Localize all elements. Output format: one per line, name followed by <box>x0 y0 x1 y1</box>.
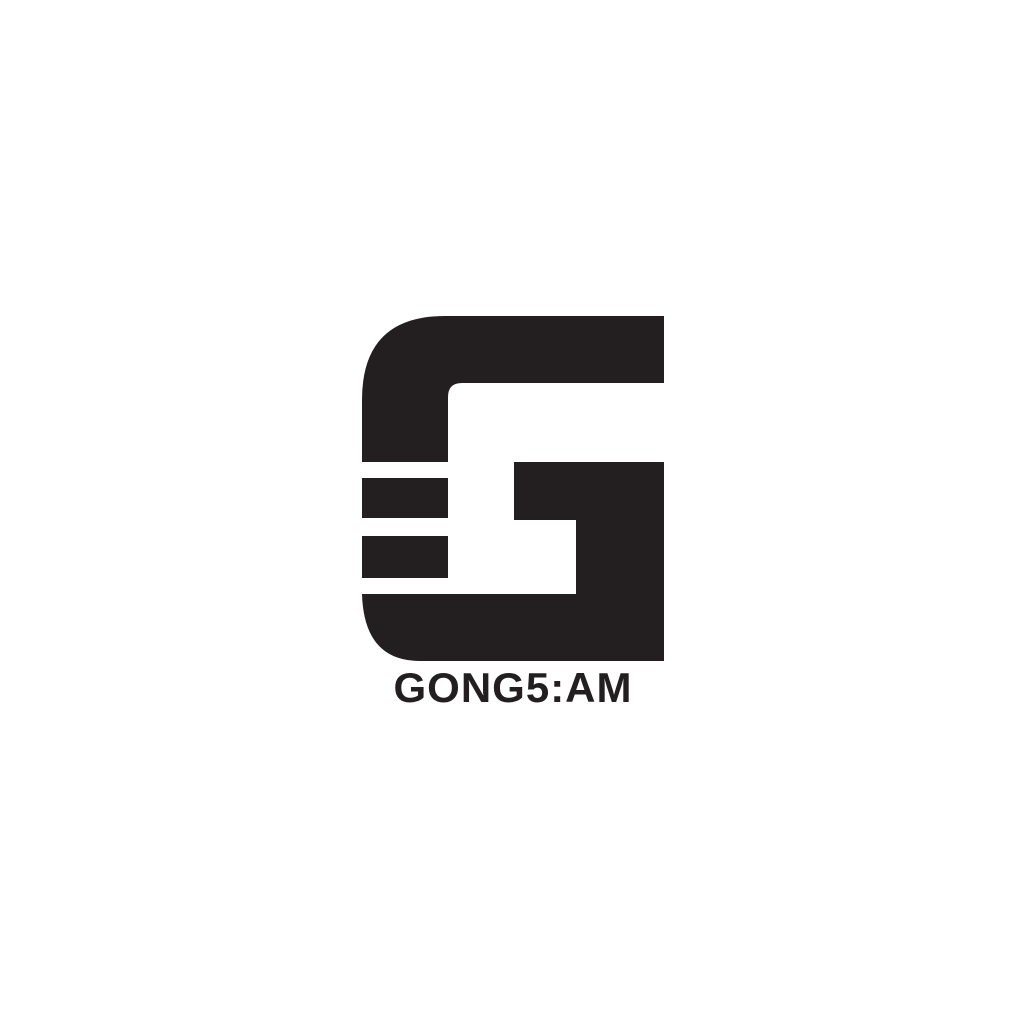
g-stripe-2 <box>362 536 448 578</box>
g-upper-arc <box>362 316 664 462</box>
brand-wordmark: GONG5:AM <box>393 664 633 711</box>
g-stripe-1 <box>362 478 448 518</box>
g-lower-body <box>362 462 664 661</box>
